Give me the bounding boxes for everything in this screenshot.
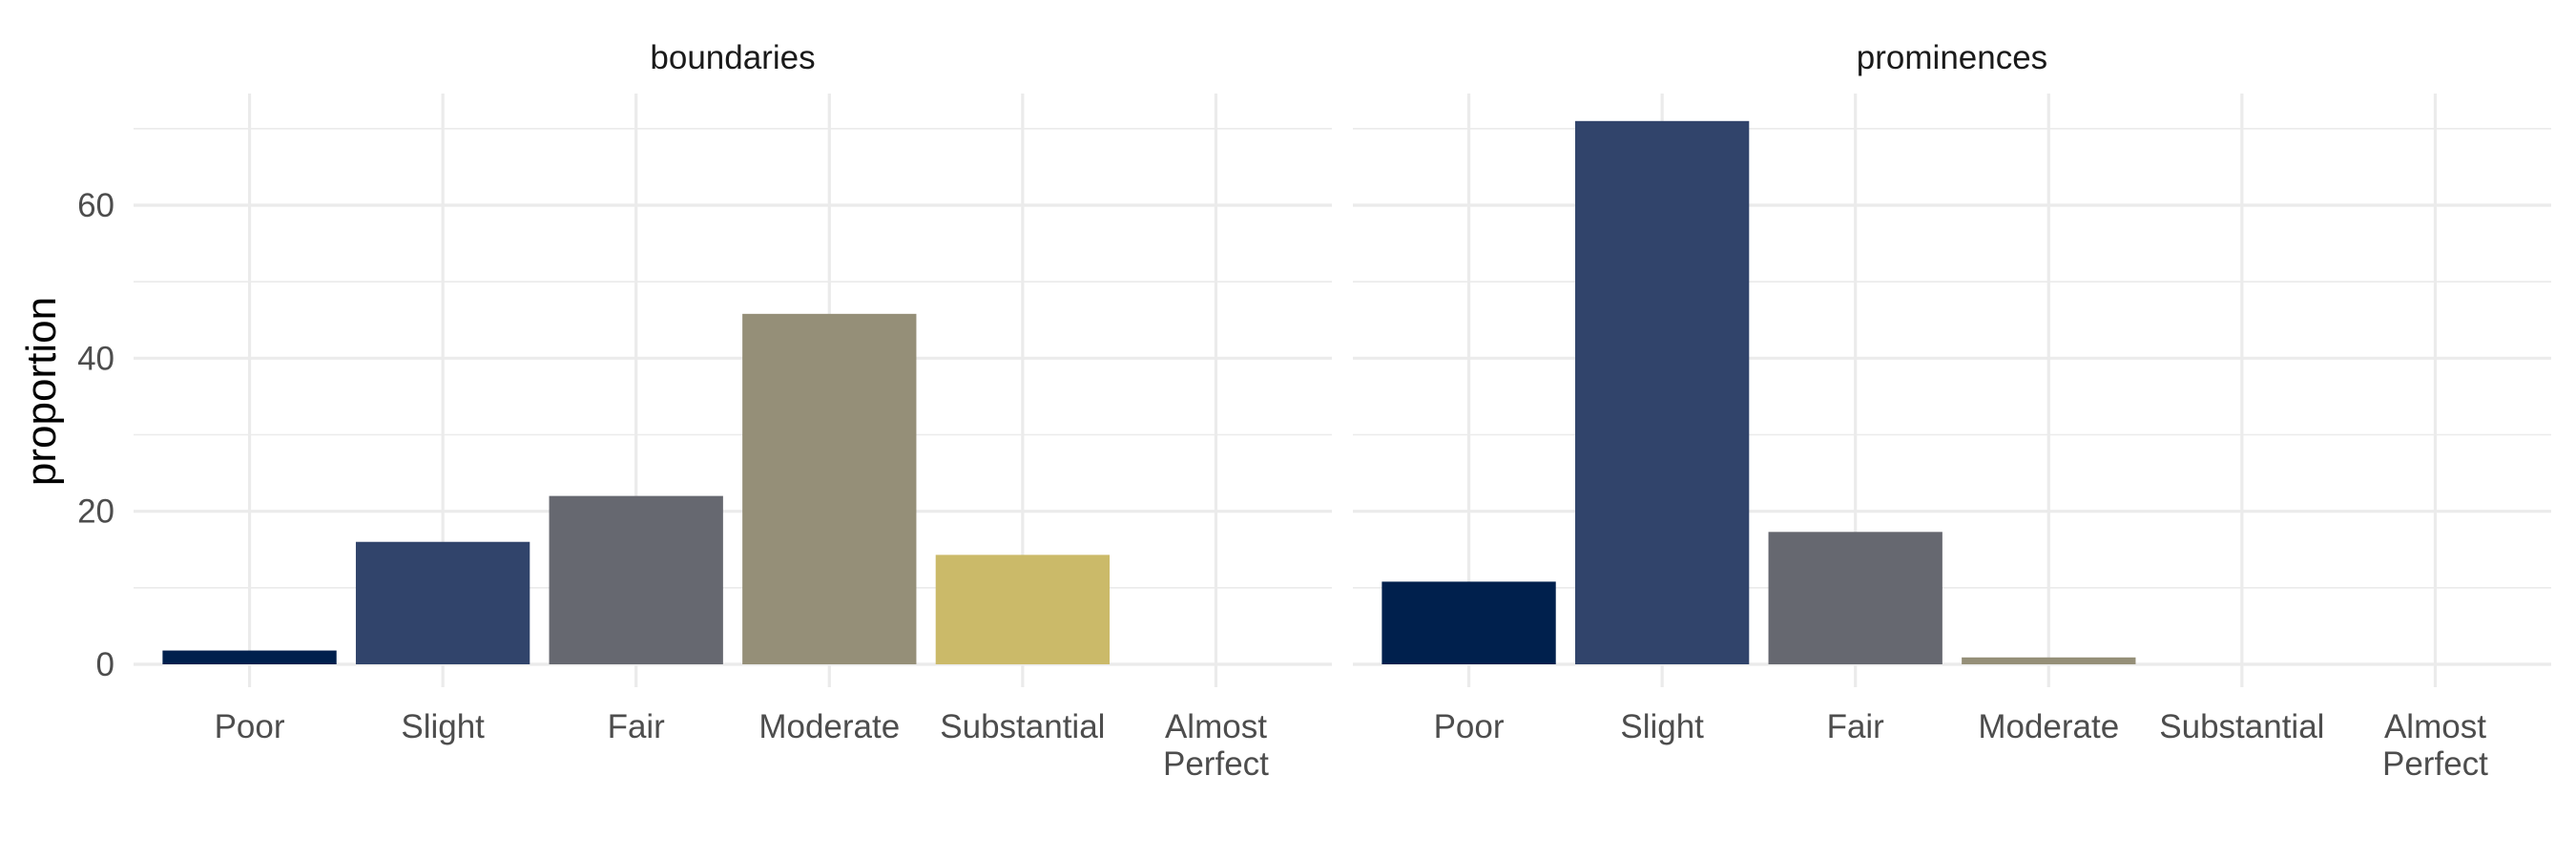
panel-prominences: prominences Poor Slight Fair Moderate Substan… xyxy=(1353,39,2551,783)
x-tick-label: Moderate xyxy=(758,708,900,745)
y-tick-label: 60 xyxy=(77,187,114,224)
x-tick-label: Moderate xyxy=(1978,708,2119,745)
x-tick-label: Almost Perfect xyxy=(1163,708,1269,783)
bar-substantial xyxy=(935,555,1111,664)
panel-boundaries: boundaries Poor Slight Fair Moderate Substant… xyxy=(134,39,1332,783)
bar-moderate xyxy=(742,313,917,664)
y-tick-label: 0 xyxy=(96,646,114,683)
bar-slight xyxy=(1574,120,1750,665)
y-axis-title: proportion xyxy=(18,297,65,486)
y-tick-label: 40 xyxy=(77,340,114,377)
x-tick-label: Slight xyxy=(401,708,485,745)
bar-slight xyxy=(355,541,530,664)
bar-fair xyxy=(1768,532,1942,664)
panel-title: prominences xyxy=(1857,39,2047,76)
x-tick-label: Fair xyxy=(608,708,666,745)
x-tick-label: Almost Perfect xyxy=(2382,708,2488,783)
y-tick-label: 20 xyxy=(77,493,114,531)
x-tick-label: Substantial xyxy=(2159,708,2324,745)
panel-title: boundaries xyxy=(650,39,815,76)
x-tick-label: Substantial xyxy=(940,708,1105,745)
x-tick-label: Slight xyxy=(1620,708,1704,745)
bar-poor xyxy=(1381,581,1556,664)
bar-poor xyxy=(162,650,337,664)
bar-moderate xyxy=(1962,657,2136,664)
x-tick-label: Poor xyxy=(1434,708,1505,745)
bar-fair xyxy=(549,495,723,664)
x-tick-label: Fair xyxy=(1827,708,1885,745)
x-tick-label: Poor xyxy=(215,708,285,745)
